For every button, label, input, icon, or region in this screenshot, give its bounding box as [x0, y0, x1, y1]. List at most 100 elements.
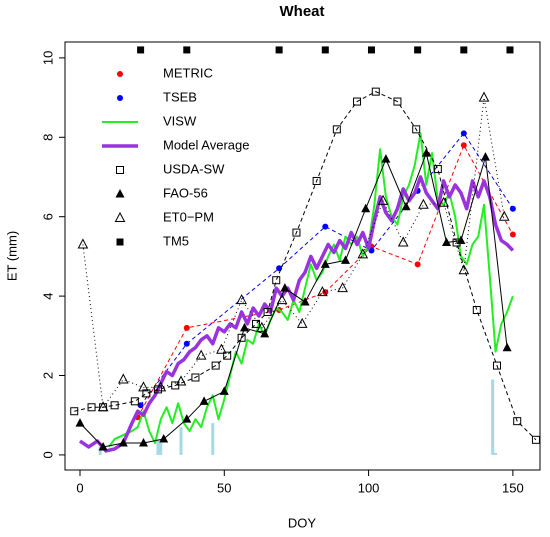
data-point — [211, 361, 220, 370]
data-point — [414, 46, 422, 54]
data-point — [397, 236, 409, 247]
data-point — [412, 125, 421, 134]
series-line — [82, 97, 505, 408]
data-point — [117, 373, 129, 384]
data-point — [320, 259, 330, 268]
x-tick-label: 50 — [217, 480, 231, 495]
legend-symbol — [114, 211, 126, 222]
data-point — [312, 176, 321, 185]
data-point — [252, 319, 261, 328]
data-point — [418, 198, 429, 209]
data-point — [493, 361, 502, 370]
data-point — [460, 130, 467, 137]
data-point — [353, 97, 362, 106]
data-point — [182, 414, 192, 423]
legend-symbol — [116, 238, 124, 246]
data-point — [472, 305, 481, 314]
data-point — [199, 396, 209, 405]
data-point — [361, 203, 371, 213]
x-tick-label: 150 — [502, 480, 524, 495]
legend-label: METRIC — [163, 65, 213, 80]
data-point — [414, 261, 421, 268]
data-point — [460, 142, 467, 149]
data-point — [77, 238, 89, 249]
data-point — [276, 265, 283, 272]
x-tick-label: 0 — [76, 480, 83, 495]
data-point — [138, 381, 149, 392]
series-line — [79, 175, 515, 453]
data-point — [296, 317, 308, 328]
y-tick-label: 0 — [40, 451, 55, 458]
legend-label: USDA-SW — [163, 161, 225, 176]
plot-frame — [64, 41, 541, 471]
data-point — [118, 438, 128, 447]
data-point — [263, 307, 272, 316]
data-point — [332, 125, 341, 134]
y-tick-label: 6 — [40, 213, 55, 220]
legend-label: Model Average — [163, 137, 250, 152]
data-point — [321, 46, 329, 54]
legend-symbol — [115, 189, 125, 198]
data-point — [367, 46, 375, 54]
legend-label: TSEB — [163, 89, 197, 104]
data-point — [276, 294, 288, 305]
legend-symbol — [116, 166, 124, 174]
data-point — [438, 196, 449, 207]
data-point — [377, 194, 389, 205]
data-point — [75, 418, 85, 427]
data-point — [87, 403, 96, 412]
data-point — [130, 397, 139, 406]
legend-label: FAO-56 — [163, 185, 208, 200]
data-point — [322, 223, 329, 230]
data-point — [381, 154, 391, 163]
series-line — [79, 152, 508, 448]
data-point — [98, 441, 108, 451]
data-point — [275, 46, 283, 54]
data-point — [137, 402, 144, 409]
data-point — [456, 235, 466, 245]
data-point — [480, 152, 490, 161]
data-point — [97, 401, 109, 412]
data-point — [256, 321, 268, 332]
data-point — [509, 205, 516, 212]
data-point — [433, 165, 442, 174]
y-tick-label: 10 — [40, 51, 55, 65]
data-point — [191, 373, 200, 382]
data-point — [317, 286, 328, 297]
data-point — [513, 417, 522, 426]
data-point — [340, 255, 350, 264]
data-point — [442, 237, 452, 247]
data-point — [260, 328, 270, 338]
data-point — [236, 294, 247, 305]
data-point — [478, 91, 490, 102]
data-point — [138, 438, 148, 447]
data-point — [393, 97, 402, 106]
y-tick-label: 8 — [40, 134, 55, 141]
legend-label: TM5 — [163, 233, 189, 248]
data-point — [401, 201, 411, 211]
data-point — [183, 340, 190, 347]
data-point — [159, 434, 169, 443]
series-line — [108, 132, 514, 448]
data-point — [239, 322, 249, 332]
data-point — [272, 276, 281, 285]
data-point — [371, 87, 380, 96]
data-point — [502, 342, 512, 352]
x-axis-label: DOY — [288, 515, 317, 530]
data-point — [110, 401, 119, 410]
legend-symbol — [117, 95, 123, 101]
data-point — [498, 210, 510, 221]
data-point — [216, 343, 227, 354]
chart-title: Wheat — [280, 3, 325, 20]
data-point — [509, 231, 516, 238]
series-line — [74, 91, 537, 441]
data-point — [175, 375, 187, 386]
y-axis-label: ET (mm) — [4, 231, 19, 281]
data-point — [357, 248, 369, 259]
data-point — [155, 381, 167, 392]
data-point — [183, 46, 191, 54]
data-point — [531, 435, 540, 444]
data-point — [237, 333, 246, 342]
data-point — [300, 297, 310, 306]
